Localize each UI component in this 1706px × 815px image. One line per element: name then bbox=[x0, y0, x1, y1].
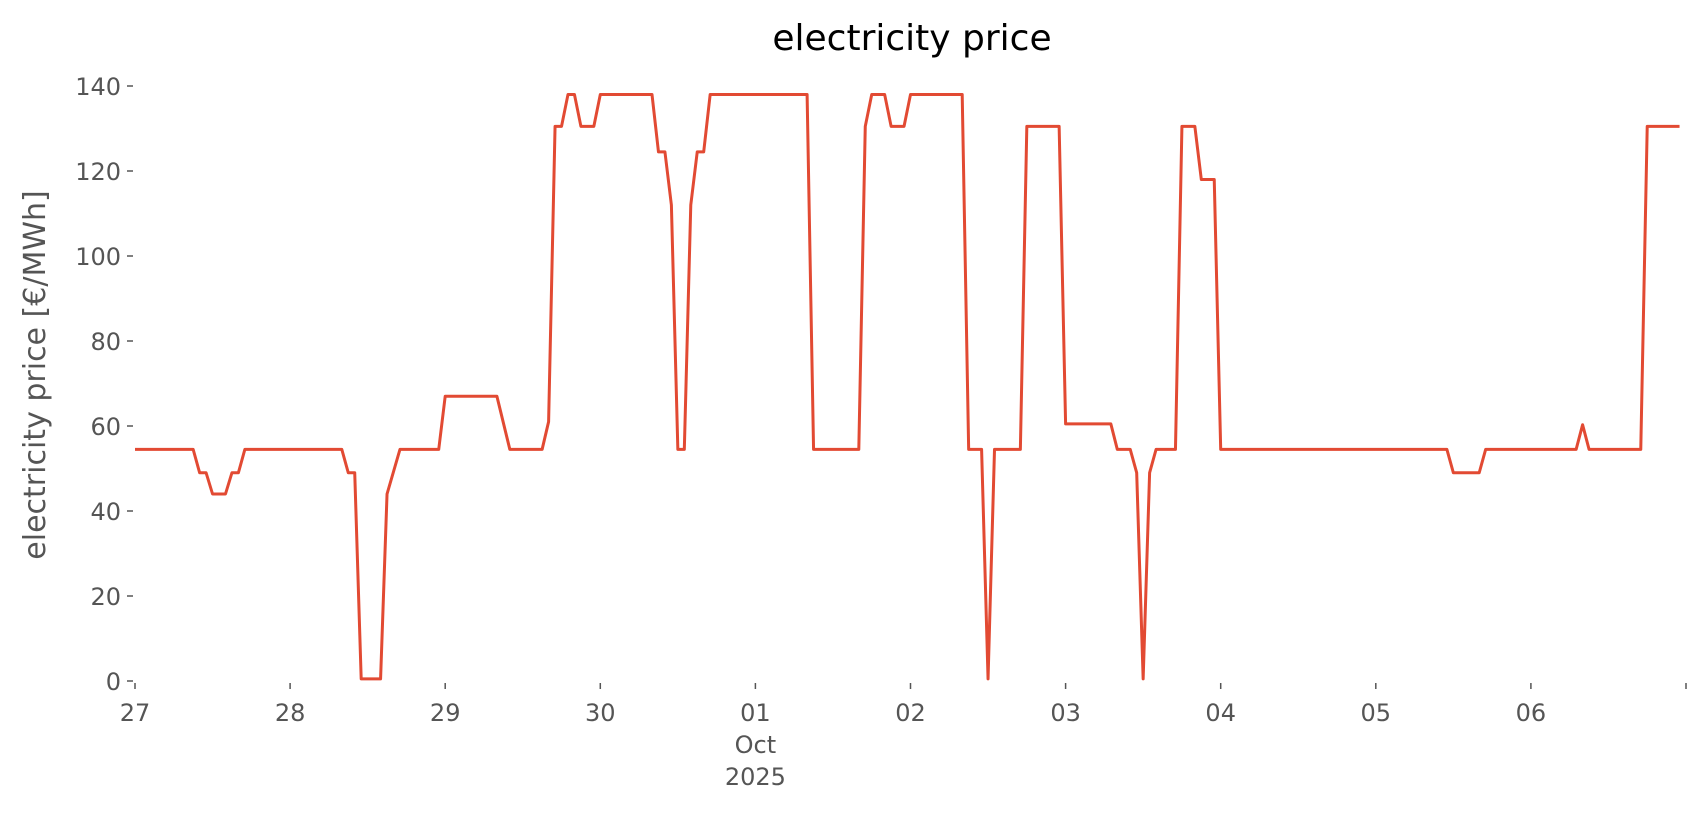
x-tick-label: 04 bbox=[1205, 699, 1236, 727]
y-tick-label: 120 bbox=[75, 158, 121, 186]
y-tick-label: 20 bbox=[90, 583, 121, 611]
y-tick-label: 0 bbox=[106, 668, 121, 696]
x-tick-label: 03 bbox=[1050, 699, 1081, 727]
x-tick-label: 01 Oct 2025 bbox=[725, 699, 786, 791]
y-tick-label: 40 bbox=[90, 498, 121, 526]
x-tick-label: 29 bbox=[430, 699, 461, 727]
price-line bbox=[135, 93, 1680, 681]
y-axis-label: electricity price [€/MWh] bbox=[18, 190, 53, 559]
x-tick-label: 02 bbox=[895, 699, 926, 727]
y-tick-label: 140 bbox=[75, 73, 121, 101]
y-tick-label: 60 bbox=[90, 413, 121, 441]
y-tick-label: 100 bbox=[75, 243, 121, 271]
x-tick-label: 28 bbox=[275, 699, 306, 727]
x-tick-label: 27 bbox=[120, 699, 151, 727]
x-tick-label: 30 bbox=[585, 699, 616, 727]
y-tick-label: 80 bbox=[90, 328, 121, 356]
chart-title: electricity price bbox=[772, 18, 1051, 59]
x-tick-label: 05 bbox=[1361, 699, 1392, 727]
x-tick-label: 06 bbox=[1516, 699, 1547, 727]
